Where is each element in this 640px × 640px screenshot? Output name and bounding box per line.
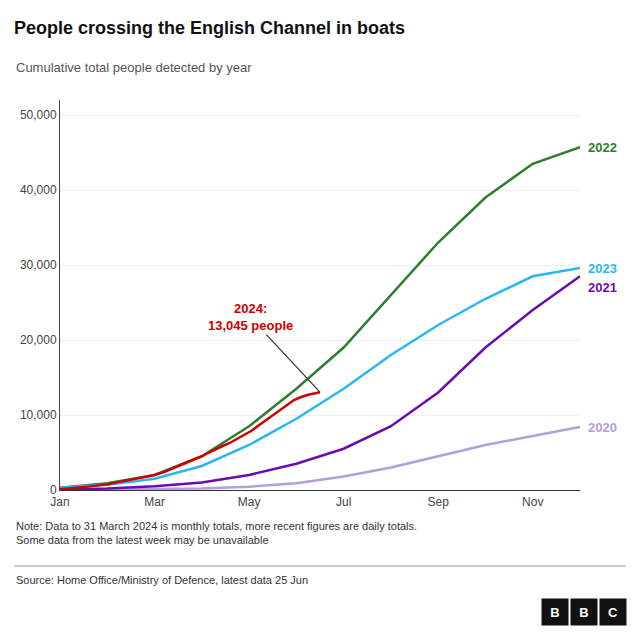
svg-text:0: 0 [50, 483, 57, 497]
svg-text:20,000: 20,000 [20, 333, 57, 347]
svg-text:10,000: 10,000 [20, 408, 57, 422]
svg-text:People crossing the English Ch: People crossing the English Channel in b… [14, 18, 405, 38]
svg-text:50,000: 50,000 [20, 108, 57, 122]
svg-text:Cumulative total people detect: Cumulative total people detected by year [16, 60, 252, 75]
svg-text:B: B [550, 605, 559, 620]
svg-text:Jul: Jul [336, 495, 351, 509]
svg-text:May: May [238, 495, 261, 509]
svg-text:2023: 2023 [588, 261, 617, 276]
svg-text:Jan: Jan [50, 495, 69, 509]
svg-text:Nov: Nov [522, 495, 543, 509]
svg-text:B: B [579, 605, 588, 620]
svg-text:Source: Home Office/Ministry o: Source: Home Office/Ministry of Defence,… [16, 574, 308, 586]
svg-text:2020: 2020 [588, 420, 617, 435]
svg-text:2022: 2022 [588, 140, 617, 155]
svg-text:Sep: Sep [428, 495, 450, 509]
svg-text:40,000: 40,000 [20, 183, 57, 197]
svg-text:Mar: Mar [144, 495, 165, 509]
svg-text:30,000: 30,000 [20, 258, 57, 272]
svg-text:2024:13,045 people: 2024:13,045 people [208, 301, 293, 333]
svg-text:2021: 2021 [588, 280, 617, 295]
svg-text:Note: Data to 31 March 2024 is: Note: Data to 31 March 2024 is monthly t… [16, 520, 417, 546]
svg-text:C: C [608, 605, 618, 620]
